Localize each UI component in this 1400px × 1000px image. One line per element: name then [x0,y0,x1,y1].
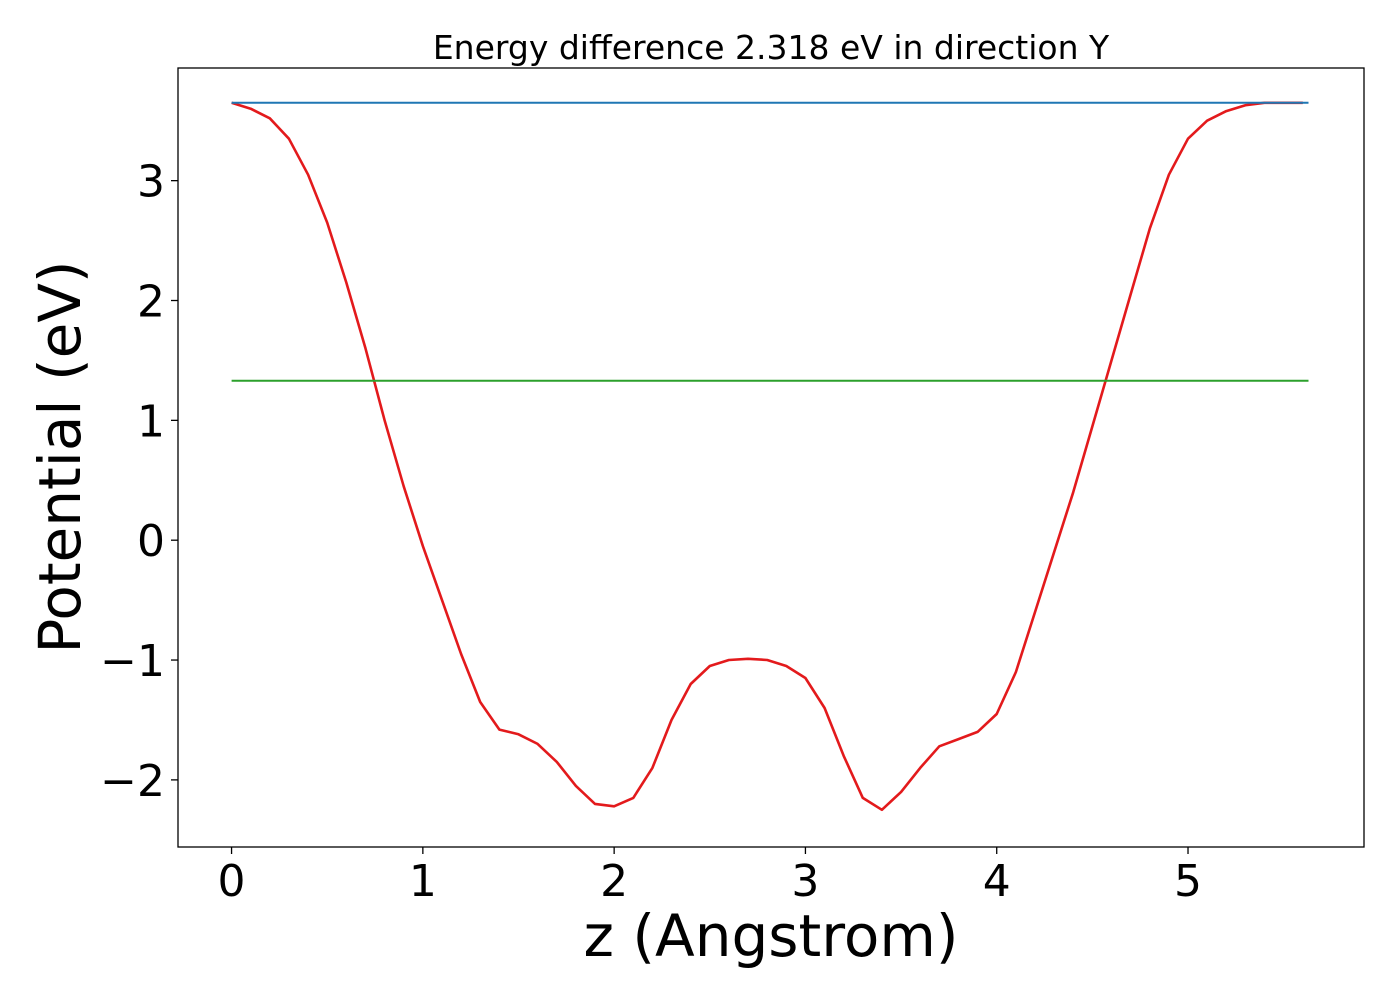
x-tick-label: 4 [983,856,1011,907]
y-axis-label: Potential (eV) [26,260,94,653]
y-axis: −2 −1 0 1 2 3 [100,157,178,807]
chart-title: Energy difference 2.318 eV in direction … [433,28,1110,67]
x-tick-label: 5 [1174,856,1202,907]
x-tick-label: 0 [218,856,246,907]
potential-curve [231,101,1303,812]
y-tick-label: 2 [137,277,165,328]
y-tick-label: 1 [137,396,165,447]
x-axis-label: z (Angstrom) [584,902,959,970]
x-axis: 0 1 2 3 4 5 [218,847,1202,907]
x-tick-label: 3 [791,856,819,907]
y-tick-label: 3 [137,157,165,208]
x-tick-label: 2 [600,856,628,907]
y-tick-label: 0 [137,516,165,567]
y-tick-label: −2 [100,756,165,807]
x-tick-label: 1 [409,856,437,907]
series-layer [231,101,1309,812]
y-tick-label: −1 [100,636,165,687]
plot-frame [177,67,1365,848]
